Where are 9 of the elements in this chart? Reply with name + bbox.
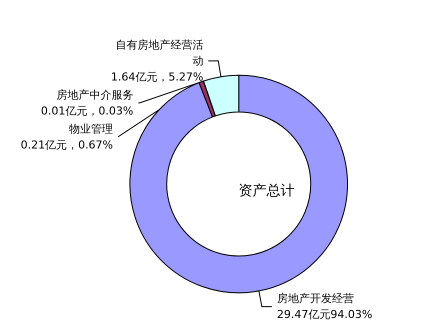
slice-label: 房地产中介服务 [56,88,134,102]
text: 资产总计 [238,183,295,199]
slice-label: 房地产开发经营 [276,292,354,306]
data-label: 29.47亿元94.03% [276,308,372,322]
data-label: 1.64亿元，5.27% [110,70,204,84]
slice-label: 物业管理 [69,122,114,136]
data-label: 0.01亿元，0.03% [40,104,134,118]
slice-label: 自有房地产经营活动 [115,38,204,68]
data-label: 0.21亿元，0.67% [20,138,114,152]
